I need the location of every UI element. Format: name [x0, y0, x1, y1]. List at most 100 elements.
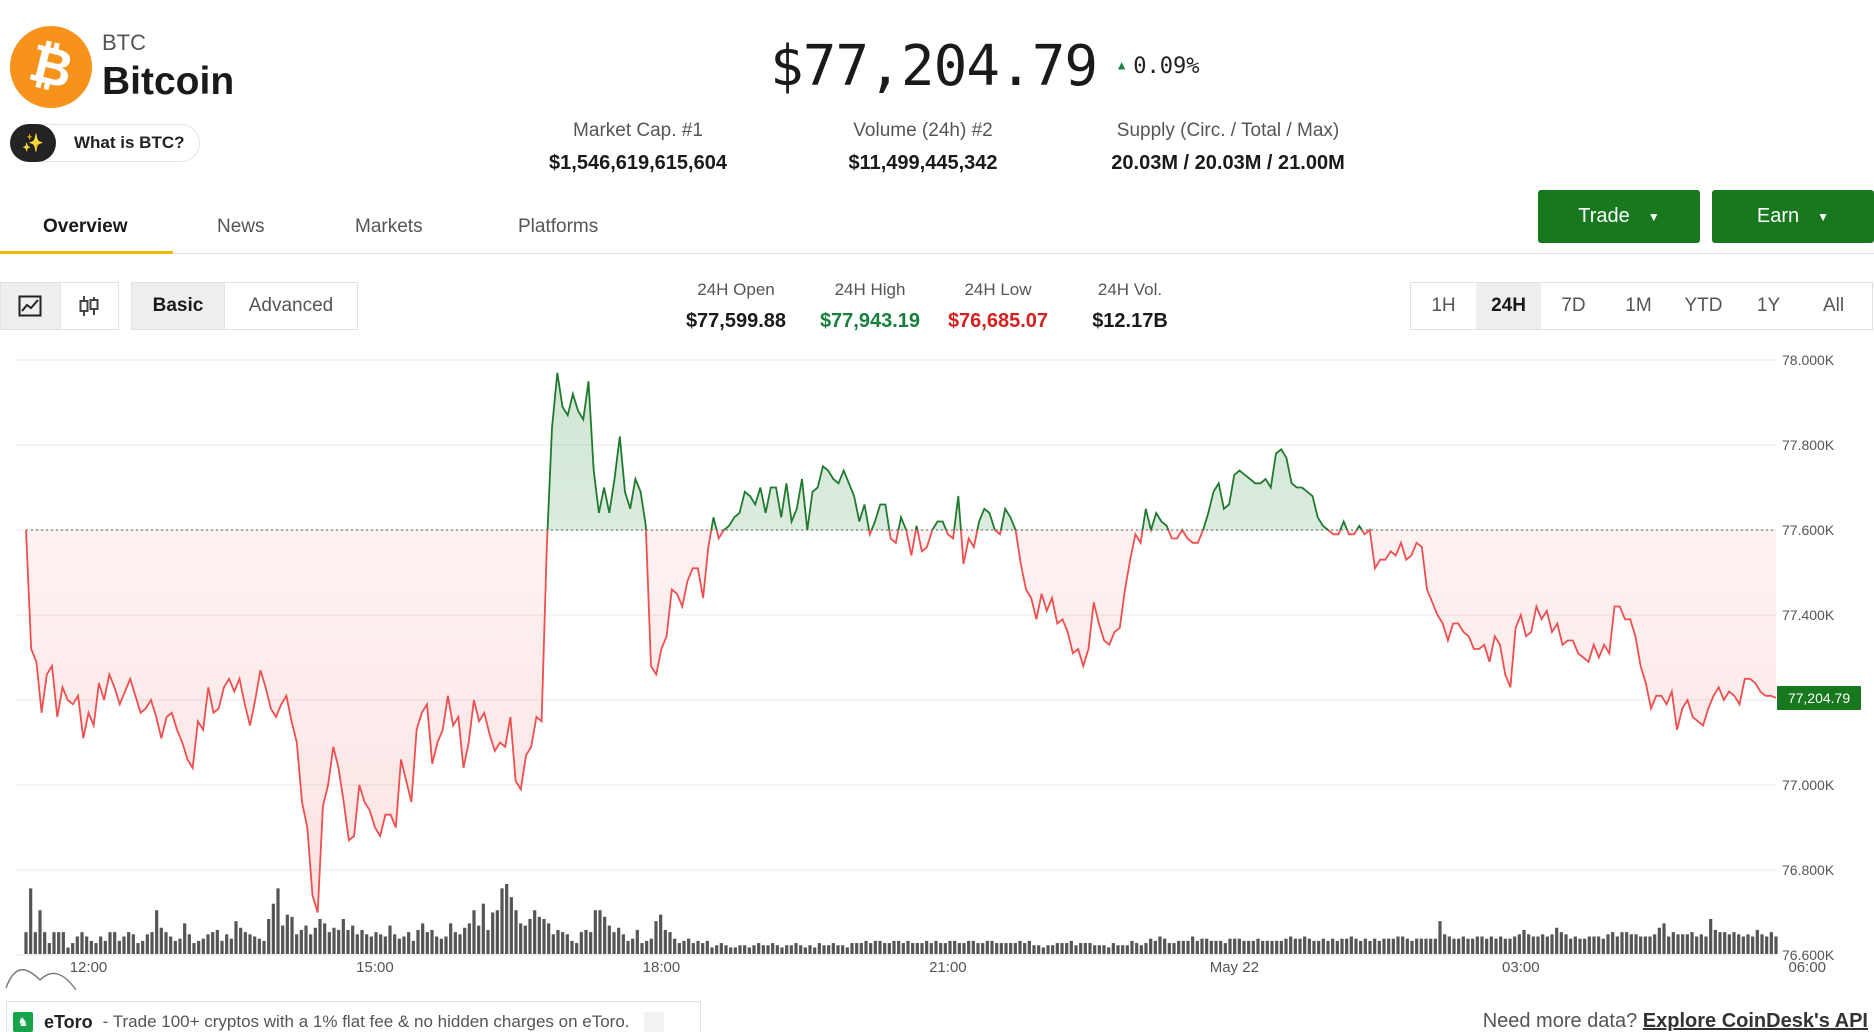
volume-bar: [52, 932, 56, 954]
range-all[interactable]: All: [1822, 295, 1845, 316]
x-tick-label: May 22: [1210, 959, 1259, 976]
volume-bar: [1312, 940, 1316, 954]
what-is-button[interactable]: ✨ What is BTC?: [10, 124, 200, 162]
volume-bar: [878, 940, 882, 954]
volume-bar: [1088, 943, 1092, 954]
volume-bar: [1335, 940, 1339, 954]
sparkle-icon: ✨: [10, 124, 56, 162]
volume-bar: [1611, 932, 1615, 954]
volume-bar: [794, 943, 798, 954]
volume-bar: [388, 925, 392, 954]
trade-button[interactable]: Trade ▼: [1538, 190, 1700, 243]
volume-bar: [1153, 940, 1157, 954]
volume-bar: [1615, 936, 1619, 954]
volume-bar: [859, 943, 863, 954]
volume-bar: [934, 940, 938, 954]
volume-bar: [1219, 940, 1223, 954]
volume-bar: [1121, 945, 1125, 954]
volume-bar: [1018, 940, 1022, 954]
volume-bar: [1139, 945, 1143, 954]
volume-bar: [89, 940, 93, 954]
earn-label: Earn: [1756, 205, 1800, 227]
volume-bar: [379, 934, 383, 954]
volume-bar: [831, 943, 835, 954]
basic-button[interactable]: Basic: [132, 283, 224, 329]
volume-bar: [159, 927, 163, 954]
range-7d[interactable]: 7D: [1561, 295, 1586, 316]
etoro-ad-banner[interactable]: ♞ eToro - Trade 100+ cryptos with a 1% f…: [6, 1001, 701, 1032]
y-tick-label: 77.400K: [1782, 607, 1835, 623]
volume-bar: [1517, 934, 1521, 954]
volume-bar: [1340, 938, 1344, 954]
volume-bar: [575, 943, 579, 954]
current-price-label: 77,204.79: [1788, 690, 1850, 706]
explore-api-link[interactable]: Explore CoinDesk's API: [1642, 1010, 1868, 1032]
volume-bar: [705, 940, 709, 954]
volume-bar: [1676, 934, 1680, 954]
h24-low: 24H Low $76,685.07: [934, 280, 1062, 333]
ad-message: - Trade 100+ cryptos with a 1% flat fee …: [102, 1012, 630, 1031]
volume-bar: [467, 923, 471, 954]
volume-bar: [1214, 940, 1218, 954]
volume-bar: [1037, 945, 1041, 954]
volume-bar: [1233, 938, 1237, 954]
tab-platforms[interactable]: Platforms: [518, 216, 599, 237]
range-1h[interactable]: 1H: [1431, 295, 1456, 316]
advanced-button[interactable]: Advanced: [224, 283, 357, 329]
volume-bar: [1508, 938, 1512, 954]
range-ytd[interactable]: YTD: [1684, 295, 1723, 316]
volume-bar: [579, 932, 583, 954]
volume-bar: [491, 912, 495, 954]
volume-bar: [939, 943, 943, 954]
volume-bar: [178, 938, 182, 954]
volume-bar: [1732, 932, 1736, 954]
volume-bar: [318, 919, 322, 954]
ad-close-icon[interactable]: [643, 1012, 664, 1032]
volume-bar: [612, 932, 616, 954]
volume-bar: [1699, 934, 1703, 954]
volume-bar: [1172, 943, 1176, 954]
ad-brand: eToro: [44, 1011, 93, 1032]
volume-bar: [449, 923, 453, 954]
stat-volume: Volume (24h) #2 $11,499,445,342: [816, 120, 1030, 175]
candlestick-icon[interactable]: [59, 283, 119, 329]
tab-markets[interactable]: Markets: [355, 216, 423, 237]
volume-bar: [1769, 932, 1773, 954]
volume-bar: [1051, 945, 1055, 954]
volume-bar: [1354, 938, 1358, 954]
volume-bar: [1443, 934, 1447, 954]
range-1m[interactable]: 1M: [1625, 295, 1652, 316]
volume-bar: [1368, 940, 1372, 954]
volume-bar: [663, 929, 667, 954]
volume-bar: [486, 929, 490, 954]
volume-bar: [1359, 940, 1363, 954]
volume-bar: [341, 919, 345, 954]
volume-bar: [1480, 936, 1484, 954]
price-chart[interactable]: 78.000K77.800K77.600K77.400K77.200K77.00…: [0, 340, 1874, 990]
volume-bar: [29, 888, 33, 954]
tab-news[interactable]: News: [217, 216, 265, 237]
volume-bar: [117, 940, 121, 954]
volume-bar: [1186, 940, 1190, 954]
volume-bar: [1527, 934, 1531, 954]
h24-high: 24H High $77,943.19: [806, 280, 934, 333]
bitcoin-logo-glyph: ₿: [23, 32, 79, 102]
line-chart-icon[interactable]: [1, 283, 60, 329]
volume-bar: [1424, 938, 1428, 954]
volume-bar: [799, 945, 803, 954]
volume-bar: [897, 940, 901, 954]
volume-bar: [458, 934, 462, 954]
volume-bar: [1718, 932, 1722, 954]
earn-button[interactable]: Earn ▼: [1712, 190, 1874, 243]
volume-bar: [887, 943, 891, 954]
volume-bar: [1331, 938, 1335, 954]
tab-overview[interactable]: Overview: [43, 216, 128, 237]
range-24h[interactable]: 24H: [1476, 283, 1541, 329]
volume-bar: [500, 888, 504, 954]
volume-bar: [33, 932, 37, 954]
range-1y[interactable]: 1Y: [1756, 295, 1781, 316]
volume-bar: [1536, 936, 1540, 954]
volume-bar: [1410, 940, 1414, 954]
stat-value: $11,499,445,342: [848, 152, 998, 174]
volume-bar: [771, 943, 775, 954]
